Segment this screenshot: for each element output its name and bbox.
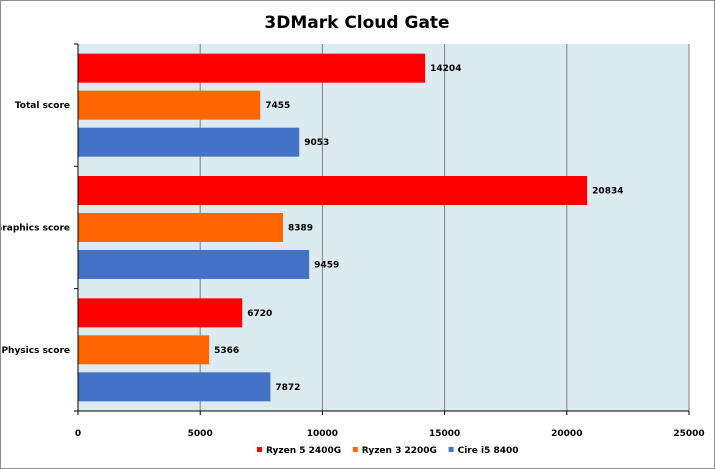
legend-swatch [352,447,358,452]
x-tick-label: 20000 [551,429,582,439]
data-label: 6720 [247,309,272,319]
legend-swatch [448,447,454,452]
bar [78,250,310,279]
data-label: 20834 [592,187,623,197]
legend: Ryzen 5 2400G Ryzen 3 2200G Cire i5 8400 [257,446,519,456]
bar [78,127,300,157]
data-label: 9459 [314,261,339,271]
data-label: 7455 [265,101,290,111]
x-tick-label: 5000 [188,429,213,439]
category-label: Physics score [1,346,70,356]
legend-label: Ryzen 5 2400G [266,446,341,456]
y-axis-ticks [74,43,78,412]
category-label: Graphics score [1,224,70,234]
bar [78,53,426,83]
data-label: 14204 [430,64,461,74]
x-tick-label: 0 [75,429,81,439]
bars [78,53,588,402]
data-label: 7872 [275,383,300,393]
data-label: 5366 [214,346,239,356]
bar [78,298,243,328]
data-label: 8389 [288,224,313,234]
data-labels: 14204 7455 9053 20834 8389 9459 6720 5366 7872 [214,64,623,393]
legend-swatch [257,447,262,452]
data-label: 9053 [304,138,329,148]
bar [78,372,271,402]
legend-label: Cire i5 8400 [458,446,519,456]
category-label: Total score [15,101,70,111]
x-tick-label: 15000 [429,429,460,439]
x-tick-label: 25000 [673,429,704,439]
category-labels: Total score Graphics score Physics score [1,101,70,356]
bar [78,90,261,120]
x-tick-label: 10000 [307,429,338,439]
legend-label: Ryzen 3 2200G [362,446,437,456]
chart-title: 3DMark Cloud Gate [264,13,449,33]
bar [78,335,210,365]
bar [78,176,588,205]
x-axis-ticks: 0 5000 10000 15000 20000 25000 [75,411,705,439]
bar [78,213,284,242]
